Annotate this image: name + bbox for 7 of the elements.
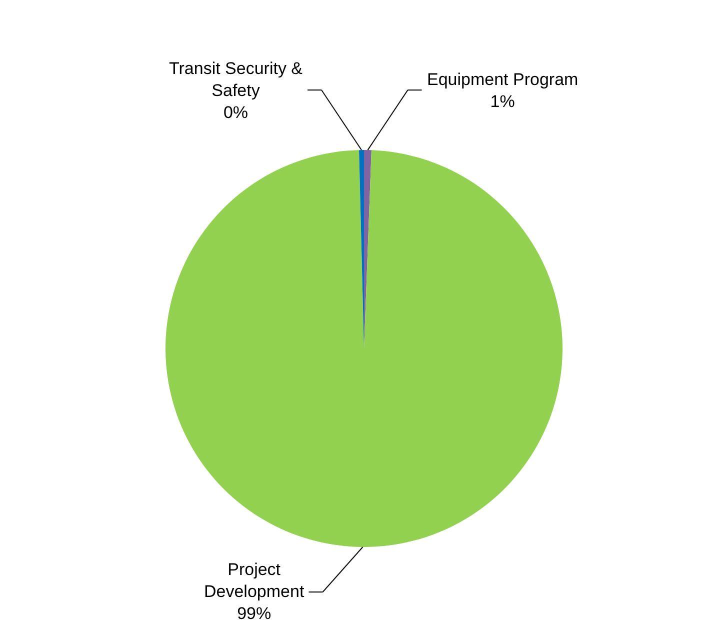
data-label: 1%: [490, 92, 515, 112]
data-label: 99%: [237, 604, 272, 624]
pie-slice: [166, 150, 562, 547]
slice-label: Transit Security & Safety: [169, 59, 304, 100]
slice-label: Project Development: [204, 560, 304, 602]
data-label: 0%: [223, 103, 248, 122]
slice-label: Equipment Program: [427, 70, 578, 89]
